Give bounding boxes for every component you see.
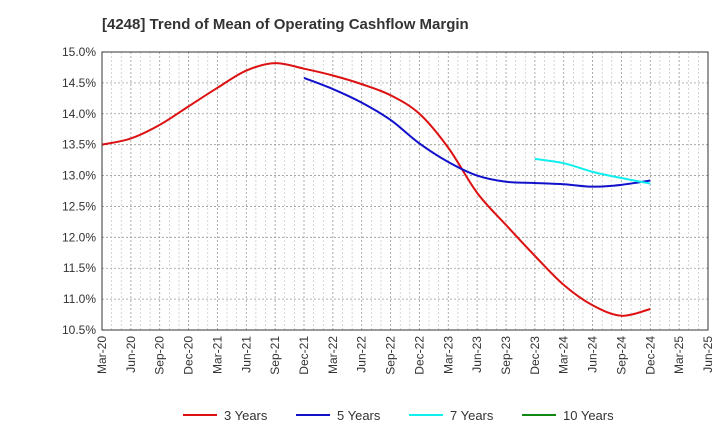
legend-label: 7 Years — [450, 408, 494, 423]
y-tick-label: 10.5% — [62, 323, 96, 337]
x-tick-label: Dec-23 — [528, 336, 542, 375]
y-tick-label: 11.0% — [63, 292, 96, 306]
y-axis: 10.5% 11.0% 11.5% 12.0% 12.5% 13.0% 13.5% 14.0%… — [62, 45, 96, 337]
x-tick-label: Sep-22 — [384, 336, 398, 375]
series-line-2 — [303, 77, 651, 188]
x-tick-label: Sep-20 — [153, 336, 167, 375]
x-tick-label: Jun-21 — [239, 336, 253, 373]
x-tick-label: Jun-25 — [701, 336, 715, 373]
chart-title: [4248] Trend of Mean of Operating Cashfl… — [102, 16, 469, 33]
x-tick-label: Mar-25 — [672, 336, 686, 374]
x-tick-label: Dec-22 — [412, 336, 426, 375]
x-tick-label: Mar-21 — [210, 336, 224, 374]
series-line-1 — [101, 62, 651, 317]
y-tick-label: 13.0% — [62, 169, 96, 183]
x-tick-label: Jun-24 — [586, 336, 600, 373]
x-tick-label: Mar-22 — [326, 336, 340, 374]
x-tick-label: Sep-21 — [268, 336, 282, 375]
x-tick-label: Jun-23 — [470, 336, 484, 373]
x-tick-label: Sep-24 — [614, 336, 628, 375]
legend-label: 10 Years — [563, 408, 614, 423]
x-axis: Mar-20 Jun-20 Sep-20 Dec-20 Mar-21 Jun-21 Sep-… — [95, 336, 715, 375]
y-tick-label: 13.5% — [62, 138, 96, 152]
legend-label: 5 Years — [337, 408, 381, 423]
x-tick-label: Jun-22 — [355, 336, 369, 373]
y-tick-label: 14.0% — [62, 107, 96, 121]
x-tick-label: Mar-23 — [441, 336, 455, 374]
x-tick-label: Dec-21 — [297, 336, 311, 375]
x-tick-label: Dec-20 — [182, 336, 196, 375]
legend-label: 3 Years — [224, 408, 268, 423]
y-tick-label: 12.5% — [62, 199, 96, 213]
series-line-3 — [534, 157, 651, 185]
series-lines — [101, 62, 651, 317]
legend: 3 Years 5 Years 7 Years 10 Years — [183, 408, 614, 423]
y-tick-label: 11.5% — [63, 261, 96, 275]
x-tick-label: Mar-24 — [557, 336, 571, 374]
y-tick-label: 15.0% — [62, 45, 96, 59]
y-tick-label: 14.5% — [62, 76, 96, 90]
x-tick-label: Jun-20 — [124, 336, 138, 373]
x-tick-label: Dec-24 — [643, 336, 657, 375]
x-tick-label: Sep-23 — [499, 336, 513, 375]
plot-area-border — [101, 51, 709, 331]
plot-area-background — [102, 52, 708, 330]
y-tick-label: 12.0% — [62, 230, 96, 244]
x-tick-label: Mar-20 — [95, 336, 109, 374]
